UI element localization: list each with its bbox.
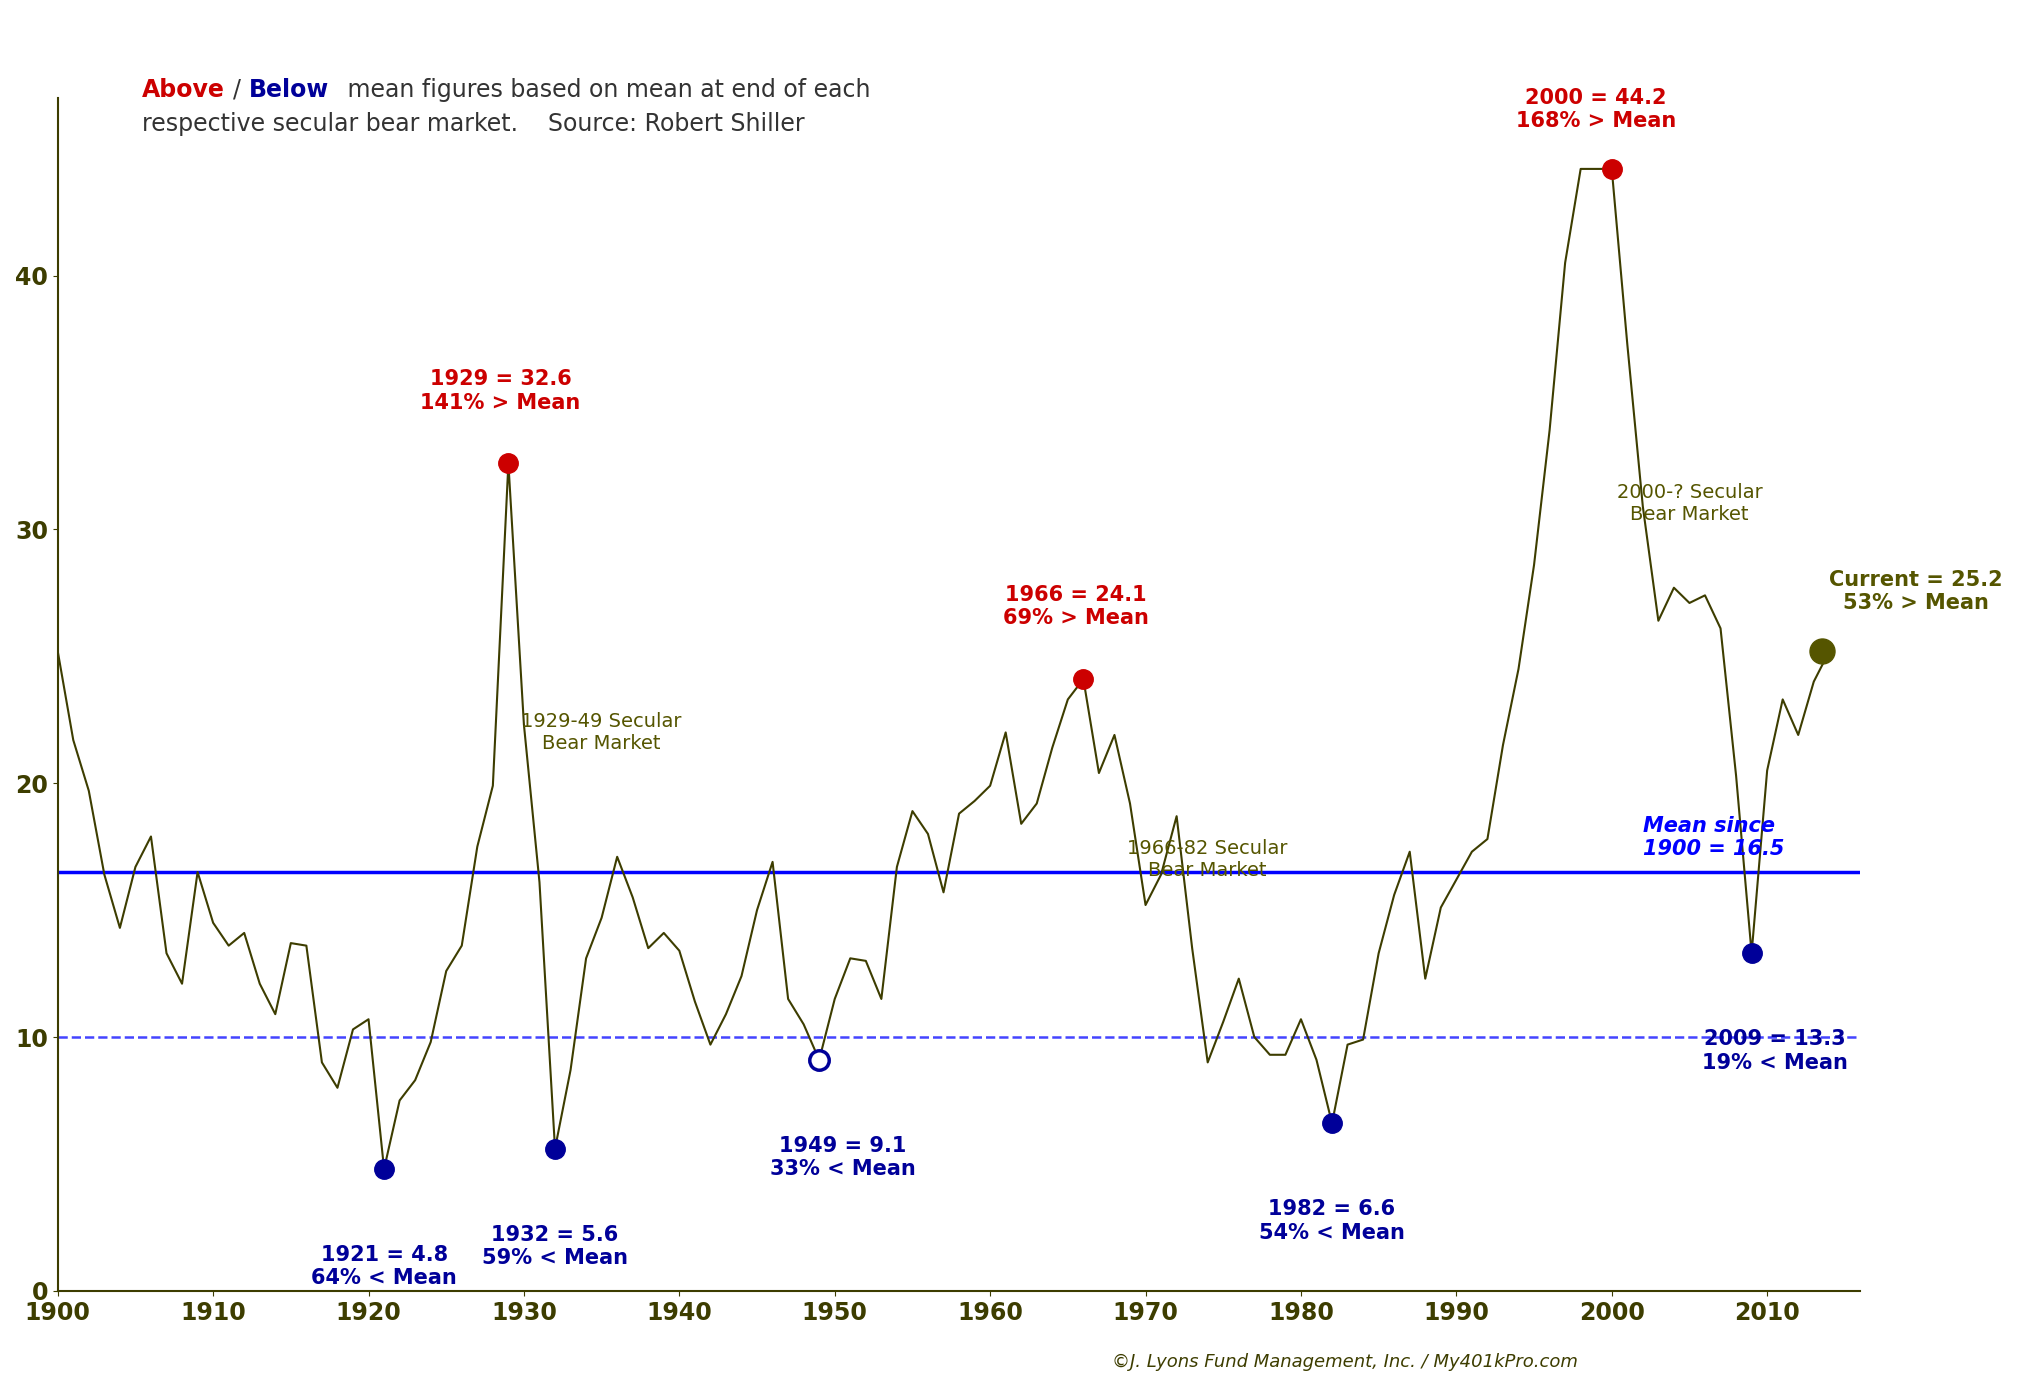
Text: 2000 = 44.2
168% > Mean: 2000 = 44.2 168% > Mean: [1516, 87, 1676, 131]
Text: 1982 = 6.6
54% < Mean: 1982 = 6.6 54% < Mean: [1260, 1200, 1405, 1243]
Text: 2000-? Secular
Bear Market: 2000-? Secular Bear Market: [1616, 483, 1763, 525]
Text: mean figures based on mean at end of each: mean figures based on mean at end of eac…: [340, 77, 869, 102]
Text: respective secular bear market.    Source: Robert Shiller: respective secular bear market. Source: …: [142, 112, 805, 137]
Text: Above: Above: [142, 77, 224, 102]
Text: ©J. Lyons Fund Management, Inc. / My401kPro.com: ©J. Lyons Fund Management, Inc. / My401k…: [1112, 1353, 1577, 1371]
Text: 1949 = 9.1
33% < Mean: 1949 = 9.1 33% < Mean: [770, 1137, 916, 1179]
Text: 2009 = 13.3
19% < Mean: 2009 = 13.3 19% < Mean: [1703, 1029, 1848, 1073]
Text: Below: Below: [249, 77, 330, 102]
Text: 1966-82 Secular
Bear Market: 1966-82 Secular Bear Market: [1128, 838, 1288, 880]
Text: 1921 = 4.8
64% < Mean: 1921 = 4.8 64% < Mean: [311, 1246, 457, 1288]
Text: 1929 = 32.6
141% > Mean: 1929 = 32.6 141% > Mean: [421, 369, 580, 413]
Text: /: /: [233, 77, 241, 102]
Text: Current = 25.2
53% > Mean: Current = 25.2 53% > Mean: [1830, 570, 2004, 613]
Text: Mean since
1900 = 16.5: Mean since 1900 = 16.5: [1642, 816, 1783, 859]
Text: 1932 = 5.6
59% < Mean: 1932 = 5.6 59% < Mean: [481, 1225, 629, 1268]
Text: 1929-49 Secular
Bear Market: 1929-49 Secular Bear Market: [522, 713, 681, 753]
Text: 1966 = 24.1
69% > Mean: 1966 = 24.1 69% > Mean: [1003, 586, 1148, 628]
